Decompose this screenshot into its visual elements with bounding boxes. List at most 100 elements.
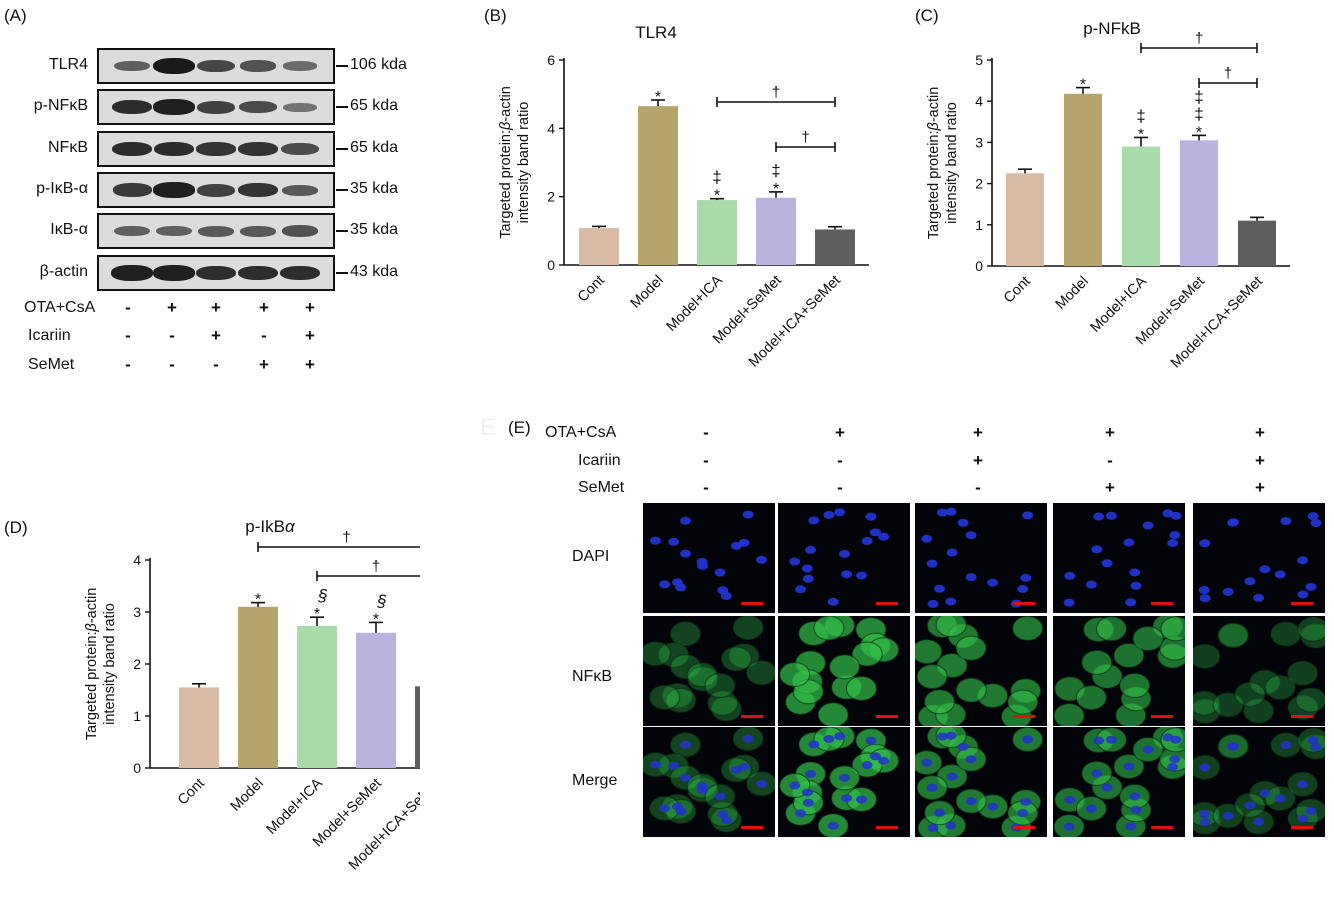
kda-tick — [336, 65, 348, 67]
cytoplasm-signal — [1076, 685, 1107, 710]
scale-bar — [876, 602, 898, 605]
cell-border — [745, 660, 775, 686]
category-label: Model — [1053, 274, 1092, 313]
nucleus — [1199, 594, 1211, 603]
nucleus — [921, 758, 933, 767]
cell-border — [720, 757, 752, 783]
nucleus — [1085, 804, 1097, 813]
cell-border — [665, 687, 697, 713]
cell-border — [669, 732, 702, 758]
blot-treatment-sign: - — [125, 355, 131, 374]
cytoplasm-signal — [1193, 691, 1220, 716]
nucleus — [839, 773, 851, 782]
if-treatment-sign: - — [837, 478, 843, 497]
blot-treatment-sign: + — [305, 355, 315, 374]
y-axis-label-part: β — [926, 122, 942, 131]
cytoplasm-signal — [829, 654, 860, 679]
kda-tick — [336, 230, 348, 232]
if-image-canvas — [789, 508, 890, 606]
nucleus — [730, 541, 742, 550]
cell-border — [1295, 687, 1325, 713]
cell-border — [923, 800, 956, 826]
blot-band — [198, 225, 234, 237]
cell-border — [1217, 622, 1250, 648]
nucleus — [808, 740, 820, 749]
nucleus — [1305, 806, 1317, 815]
chart-title: p-NFkB — [1083, 20, 1141, 38]
significance-mark: * — [655, 89, 661, 106]
nucleus — [869, 528, 881, 537]
cytoplasm-signal — [956, 678, 987, 703]
nucleus — [946, 772, 958, 781]
nucleus — [965, 755, 977, 764]
cell-border — [1095, 616, 1127, 642]
if-treatment-sign: + — [1255, 478, 1265, 497]
if-image-canvas — [643, 616, 775, 722]
significance-mark: ‡ — [1194, 104, 1203, 123]
if-image-dapi — [915, 503, 1047, 613]
if-image-nfkb — [915, 616, 1047, 726]
cell-border — [1270, 732, 1302, 758]
nucleus — [934, 808, 946, 817]
blot-band — [281, 143, 319, 155]
bracket-label: † — [372, 558, 380, 575]
y-axis-label: Targeted protein:β-actin — [498, 86, 514, 239]
nucleus — [1169, 531, 1181, 540]
nucleus — [1310, 742, 1322, 751]
blot-treatment-sign: - — [261, 326, 267, 345]
blot-band — [114, 225, 150, 237]
blot-band — [281, 225, 319, 237]
cell-border — [643, 641, 672, 667]
blot-treatment-sign: - — [125, 298, 131, 317]
nucleus — [965, 531, 977, 540]
category-label: Cont — [575, 273, 608, 306]
significance-mark: ‡ — [1136, 106, 1145, 125]
cytoplasm-signal — [1296, 687, 1325, 712]
cell-border — [1193, 754, 1221, 780]
nucleus — [841, 794, 853, 803]
nucleus — [869, 752, 881, 761]
cell-border — [1132, 625, 1164, 652]
if-image-nfkb — [643, 616, 775, 726]
blot-row-label: TLR4 — [48, 56, 88, 73]
y-tick-label: 4 — [975, 93, 983, 109]
nucleus — [802, 574, 814, 583]
cytoplasm-signal — [813, 616, 844, 640]
cell-border — [813, 616, 845, 641]
nucleus — [1169, 755, 1181, 764]
bar — [238, 606, 278, 768]
blot-treatment-sign: + — [211, 298, 221, 317]
nucleus — [659, 580, 671, 589]
nucleus — [1022, 511, 1034, 520]
if-treatment-label: OTA+CsA — [545, 424, 617, 441]
nucleus — [1253, 593, 1265, 602]
chart-title-part: α — [285, 520, 296, 536]
significance-mark: * — [255, 592, 261, 609]
blot-row-label: NFκB — [48, 139, 88, 156]
nucleus — [827, 821, 839, 830]
nucleus — [934, 584, 946, 593]
cell-border — [779, 661, 811, 688]
nucleus — [1064, 571, 1076, 580]
cell-border — [1297, 727, 1325, 753]
nucleus — [1093, 736, 1105, 745]
significance-mark: * — [714, 188, 720, 205]
scale-bar — [741, 602, 763, 605]
significance-mark: * — [1196, 124, 1202, 141]
if-image-merge — [1053, 727, 1185, 837]
scale-bar — [741, 715, 763, 718]
chart-title-part: p-IkB — [245, 520, 285, 536]
nucleus — [1297, 814, 1309, 823]
bar — [638, 106, 678, 265]
if-treatment-sign: - — [975, 478, 981, 497]
cell-border — [1243, 809, 1275, 835]
cell-border — [1160, 616, 1185, 642]
if-treatment-sign: - — [1107, 451, 1113, 470]
blot-band — [239, 60, 277, 72]
y-axis-label-part: -actin — [926, 87, 942, 122]
nucleus — [1101, 783, 1113, 792]
nucleus — [946, 548, 958, 557]
nucleus — [795, 809, 807, 818]
cytoplasm-signal — [1287, 661, 1318, 686]
cytoplasm-signal — [1234, 682, 1265, 707]
